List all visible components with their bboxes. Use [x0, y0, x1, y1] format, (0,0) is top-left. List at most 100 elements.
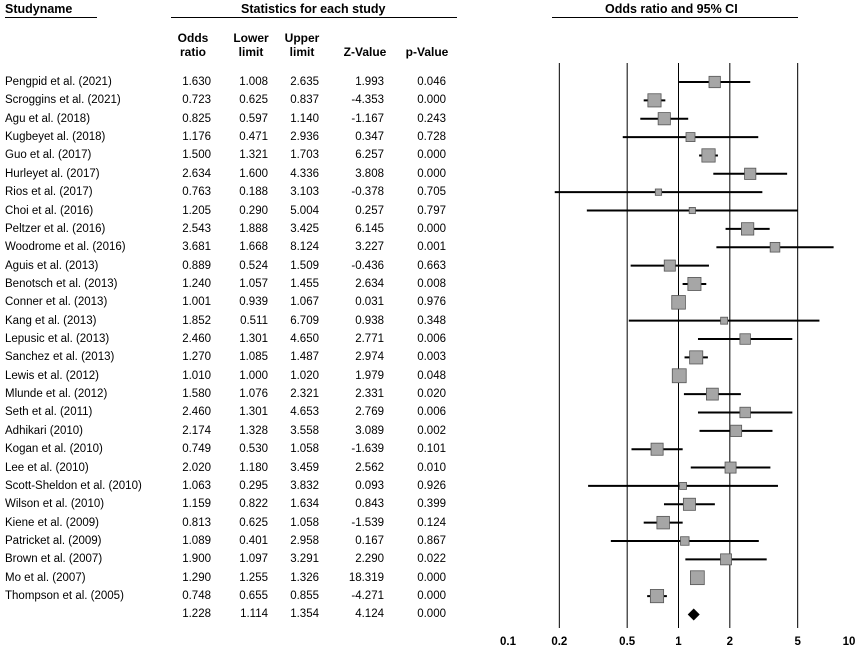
or-value: 1.176: [182, 131, 211, 144]
p-value: 0.926: [417, 479, 446, 492]
z-value: 0.093: [355, 479, 384, 492]
upper-value: 1.058: [290, 443, 319, 456]
summary-z-value: 4.124: [355, 608, 384, 621]
study-marker: [739, 333, 751, 345]
study-name: Patricket al. (2009): [5, 535, 102, 547]
study-name-underline: [5, 17, 97, 18]
p-value: 0.022: [417, 553, 446, 566]
or-value: 2.634: [182, 167, 211, 180]
p-value: 0.003: [417, 351, 446, 364]
upper-value: 3.459: [290, 461, 319, 474]
lower-value: 1.180: [239, 461, 268, 474]
lower-limit-column-header: Lower limit: [233, 31, 269, 59]
study-marker: [654, 188, 663, 196]
z-value: 0.257: [355, 204, 384, 217]
lower-value: 0.939: [239, 296, 268, 309]
lower-value: 0.597: [239, 112, 268, 125]
lower-value: 1.085: [239, 351, 268, 364]
or-value: 2.460: [182, 333, 211, 346]
or-value: 1.240: [182, 277, 211, 290]
summary-p-value: 0.000: [417, 608, 446, 621]
z-value: -4.353: [351, 94, 384, 107]
z-value: 1.979: [355, 369, 384, 382]
upper-value: 3.425: [290, 222, 319, 235]
lower-value: 0.290: [239, 204, 268, 217]
upper-value: 1.487: [290, 351, 319, 364]
upper-value: 1.058: [290, 516, 319, 529]
p-value-column-header: p-Value: [405, 45, 449, 59]
z-value: 1.993: [355, 76, 384, 88]
study-name: Kang et al. (2013): [5, 314, 97, 327]
x-tick-label: 0.1: [500, 636, 517, 648]
z-value: 0.843: [355, 498, 384, 511]
study-name: Kugbeyet al. (2018): [5, 131, 106, 144]
odds-ci-underline: [552, 17, 798, 18]
study-name: Thompson et al. (2005): [5, 590, 124, 603]
upper-value: 3.103: [290, 186, 319, 199]
summary-diamond: [687, 608, 700, 621]
study-name: Kogan et al. (2010): [5, 443, 103, 456]
lower-value: 0.511: [240, 314, 268, 327]
p-value: 0.705: [417, 186, 446, 199]
study-marker: [647, 93, 662, 108]
study-marker: [729, 424, 743, 437]
study-name: Agu et al. (2018): [5, 112, 91, 125]
upper-value: 4.650: [290, 333, 319, 346]
upper-value: 3.291: [290, 553, 319, 566]
lower-value: 1.057: [239, 277, 268, 290]
study-marker: [685, 132, 696, 142]
lower-value: 1.076: [239, 388, 268, 401]
study-marker: [769, 241, 781, 253]
study-marker: [708, 75, 721, 89]
p-value: 0.000: [417, 149, 446, 162]
study-marker: [744, 167, 757, 180]
z-value: 2.974: [355, 351, 384, 364]
upper-value: 8.124: [290, 241, 319, 254]
p-value: 0.002: [417, 424, 446, 437]
upper-limit-column-header: Upper limit: [284, 31, 320, 59]
study-name: Lewis et al. (2012): [5, 369, 99, 382]
lower-value: 1.301: [239, 406, 268, 419]
or-value: 0.748: [182, 590, 211, 603]
study-marker: [689, 350, 704, 365]
study-marker: [720, 316, 729, 325]
study-name: Woodrome et al. (2016): [5, 241, 126, 254]
p-value: 0.663: [417, 259, 446, 272]
p-value: 0.000: [417, 571, 446, 584]
study-name: Choi et al. (2016): [5, 204, 94, 217]
upper-value: 1.067: [290, 296, 319, 309]
z-value: -0.436: [351, 259, 384, 272]
z-value: 0.347: [355, 131, 384, 144]
study-marker: [671, 295, 686, 310]
or-value: 0.723: [182, 94, 211, 107]
p-value: 0.048: [417, 369, 446, 382]
study-name: Wilson et al. (2010): [5, 498, 105, 511]
lower-value: 0.822: [239, 498, 268, 511]
study-marker: [688, 207, 696, 215]
z-value: 2.771: [355, 333, 384, 346]
z-value: 6.257: [355, 149, 384, 162]
z-value: 0.167: [355, 535, 384, 547]
z-value: 2.562: [355, 461, 384, 474]
summary-upper-value: 1.354: [290, 608, 319, 621]
or-value: 1.290: [182, 571, 211, 584]
study-marker: [682, 497, 696, 511]
lower-value: 0.625: [239, 94, 268, 107]
study-marker: [656, 515, 670, 530]
statistics-header: Statistics for each study: [241, 2, 386, 16]
upper-value: 1.634: [290, 498, 319, 511]
or-value: 0.825: [182, 112, 211, 125]
study-name: Rios et al. (2017): [5, 186, 93, 199]
x-tick-label: 5: [794, 636, 801, 648]
summary-lower-value: 1.114: [240, 608, 268, 621]
or-value: 0.749: [182, 443, 211, 456]
or-value: 3.681: [182, 241, 211, 254]
x-tick-label: 1: [675, 636, 682, 648]
upper-value: 1.140: [290, 112, 319, 125]
z-value: 2.769: [355, 406, 384, 419]
study-name: Aguis et al. (2013): [5, 259, 99, 272]
study-marker: [680, 536, 690, 546]
summary-or-value: 1.228: [182, 608, 211, 621]
upper-value: 6.709: [290, 314, 319, 327]
